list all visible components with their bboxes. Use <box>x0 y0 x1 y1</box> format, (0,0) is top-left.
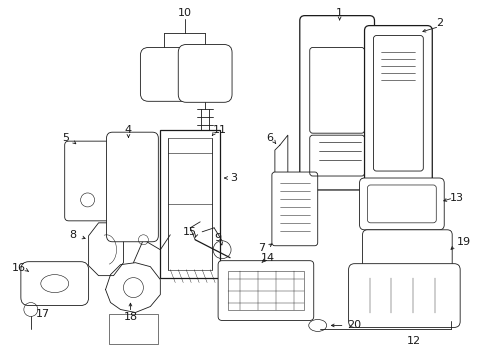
Text: 17: 17 <box>36 310 50 319</box>
Text: 3: 3 <box>230 173 237 183</box>
Text: 19: 19 <box>456 237 470 247</box>
Text: 14: 14 <box>260 253 274 263</box>
Text: 2: 2 <box>435 18 442 28</box>
Text: 7: 7 <box>258 243 265 253</box>
FancyBboxPatch shape <box>106 132 158 242</box>
FancyBboxPatch shape <box>364 26 431 185</box>
Text: 9: 9 <box>214 233 221 243</box>
FancyBboxPatch shape <box>140 48 188 101</box>
Bar <box>108 315 158 345</box>
FancyBboxPatch shape <box>218 261 313 320</box>
Text: 20: 20 <box>347 320 361 330</box>
Text: 8: 8 <box>69 230 76 240</box>
Text: 6: 6 <box>266 133 273 143</box>
Text: 11: 11 <box>213 125 226 135</box>
Text: 15: 15 <box>183 227 197 237</box>
Bar <box>168 138 212 270</box>
FancyBboxPatch shape <box>178 45 232 102</box>
Text: 16: 16 <box>12 263 26 273</box>
Text: 5: 5 <box>62 133 69 143</box>
FancyBboxPatch shape <box>160 130 220 278</box>
FancyBboxPatch shape <box>64 141 110 221</box>
FancyBboxPatch shape <box>271 172 317 246</box>
FancyBboxPatch shape <box>362 230 451 270</box>
FancyBboxPatch shape <box>359 178 443 230</box>
Bar <box>227 271 303 310</box>
FancyBboxPatch shape <box>348 264 459 328</box>
Text: 1: 1 <box>335 8 343 18</box>
Text: 10: 10 <box>177 8 191 18</box>
Text: 12: 12 <box>407 336 421 346</box>
Text: 4: 4 <box>124 125 132 135</box>
Text: 18: 18 <box>123 312 137 323</box>
FancyBboxPatch shape <box>299 15 374 190</box>
Text: 13: 13 <box>449 193 463 203</box>
FancyBboxPatch shape <box>21 262 88 306</box>
